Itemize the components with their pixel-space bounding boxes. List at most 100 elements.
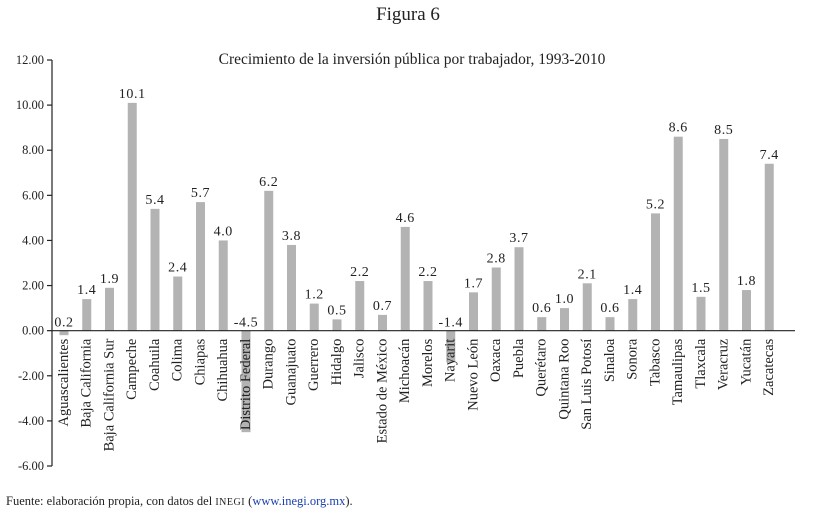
bar (264, 190, 274, 331)
y-tick-label: 2.00 (22, 279, 44, 293)
category-label: Oaxaca (488, 338, 504, 382)
data-label: 1.4 (623, 283, 642, 298)
data-label: 5.4 (145, 193, 164, 208)
category-label: Quintana Roo (557, 339, 573, 420)
data-label: 2.2 (418, 265, 437, 280)
category-label: Michoacán (397, 338, 413, 403)
data-label: 3.7 (509, 231, 528, 246)
bar (82, 299, 92, 331)
category-label: Sonora (625, 338, 641, 380)
data-label: 4.0 (214, 224, 233, 239)
data-label: 1.0 (555, 292, 574, 307)
category-label: Baja California (79, 338, 95, 428)
bar (150, 208, 160, 331)
bar (446, 330, 456, 363)
data-label: 2.8 (487, 252, 506, 267)
data-label: 6.2 (259, 175, 278, 190)
category-label: Zacatecas (761, 338, 777, 396)
category-label: Aguascalientes (56, 338, 72, 426)
bar (105, 287, 114, 331)
y-axis: 12.00 10.00 8.00 6.00 4.00 2.00 0.00 -2.00 -4.00… (16, 53, 53, 473)
bar (469, 292, 478, 331)
bar (355, 281, 365, 331)
y-tick-label: -2.00 (18, 369, 44, 383)
category-label: Veracruz (716, 338, 732, 390)
bars: 0.21.41.910.15.42.45.74.0-4.56.23.81.20.… (54, 87, 779, 433)
y-tick-label: -4.00 (18, 414, 44, 428)
source-org: INEGI (215, 497, 246, 508)
chart-title: Crecimiento de la inversión pública por … (219, 51, 606, 68)
bar (537, 317, 547, 331)
category-label: Puebla (511, 338, 527, 378)
bar (378, 314, 387, 331)
source-link[interactable]: www.inegi.org.mx (252, 494, 346, 508)
category-label: Querétaro (534, 339, 550, 397)
data-label: 0.6 (532, 301, 551, 316)
data-label: 1.5 (691, 281, 710, 296)
source-note: Fuente: elaboración propia, con datos de… (6, 494, 353, 509)
bar (582, 283, 592, 331)
category-label: Yucatán (739, 338, 755, 385)
bar (196, 202, 205, 331)
category-label: Chiapas (193, 338, 209, 385)
bar (560, 308, 569, 331)
data-label: 1.8 (737, 274, 756, 289)
data-label: 5.7 (191, 186, 210, 201)
data-label: 1.7 (464, 276, 483, 291)
x-axis: Aguascalientes Baja California Baja Califo… (52, 330, 795, 452)
data-label: 1.9 (100, 272, 119, 287)
y-tick-label: 4.00 (22, 233, 44, 247)
data-label: 3.8 (282, 229, 301, 244)
bar (423, 281, 433, 331)
bar (673, 136, 683, 331)
y-tick-label: 8.00 (22, 143, 44, 157)
data-label: 0.5 (327, 303, 346, 318)
data-label: 8.5 (714, 123, 733, 138)
bar (59, 330, 69, 336)
category-label: Chihuahua (215, 338, 231, 401)
bar (241, 330, 251, 433)
data-label: 5.2 (646, 197, 665, 212)
category-label: Sinaloa (602, 338, 618, 382)
category-label: Jalisco (352, 339, 368, 378)
source-middle: ( (245, 494, 253, 508)
data-label: 7.4 (760, 148, 779, 163)
category-label: Coahuila (147, 338, 163, 391)
bar (651, 213, 660, 331)
data-label: 0.6 (600, 301, 619, 316)
bar (287, 244, 296, 331)
bar (742, 290, 751, 331)
category-label: Colima (170, 338, 186, 381)
bar (764, 163, 774, 331)
bar (309, 303, 319, 331)
category-label: Nayarit (443, 339, 459, 382)
category-label: Durango (261, 339, 277, 390)
data-label: 8.6 (669, 121, 688, 136)
category-label: Morelos (420, 338, 436, 387)
bar-chart: Crecimiento de la inversión pública por … (16, 51, 795, 473)
bar (218, 240, 228, 331)
category-label: Baja California Sur (102, 339, 118, 452)
data-label: 1.4 (77, 283, 96, 298)
source-suffix: ). (345, 494, 353, 508)
bar (173, 276, 183, 331)
bar (719, 138, 729, 331)
category-label: Guanajuato (284, 339, 300, 406)
bar (605, 317, 615, 331)
category-label: Campeche (124, 339, 140, 400)
bar (491, 267, 501, 331)
data-label: 2.2 (350, 265, 369, 280)
data-label: -4.5 (234, 316, 259, 331)
bar (400, 226, 410, 331)
data-label: 10.1 (119, 87, 146, 102)
y-tick-label: 6.00 (22, 188, 44, 202)
bar (628, 299, 638, 331)
category-label: Tlaxcala (693, 338, 709, 388)
figure-label: Figura 6 (376, 4, 440, 25)
y-tick-label: -6.00 (18, 459, 44, 473)
category-label: Nuevo León (466, 338, 482, 411)
data-label: 2.4 (168, 261, 187, 276)
data-label: -1.4 (438, 316, 463, 331)
data-label: 0.2 (54, 316, 73, 331)
category-label: Estado de México (375, 339, 391, 444)
